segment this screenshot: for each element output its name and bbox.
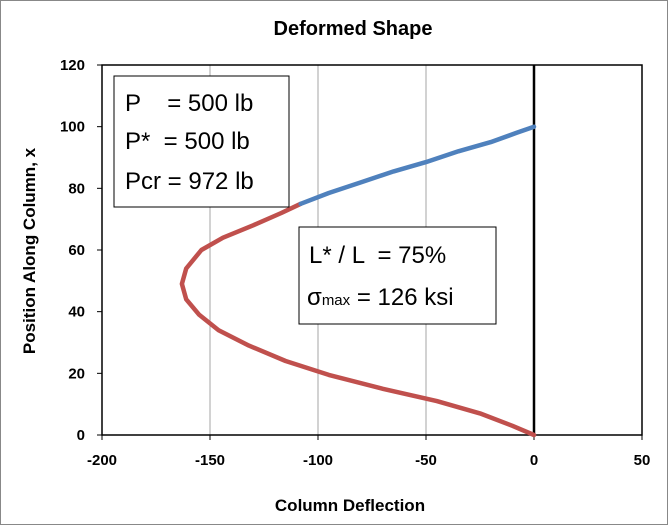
loads-annotation-box: P = 500 lb P* = 500 lb Pcr = 972 lb (113, 75, 290, 208)
x-tick-label: 0 (530, 452, 538, 469)
series-lines (179, 124, 537, 438)
y-tick-label: 100 (60, 119, 85, 136)
chart-title: Deformed Shape (274, 18, 433, 40)
max-stress-value: = 126 ksi (350, 284, 453, 311)
load-pstar-text: P* = 500 lb (125, 128, 250, 155)
sigma-subscript: max (322, 292, 351, 309)
load-p-text: P = 500 lb (125, 90, 253, 117)
x-tick-label: 50 (634, 452, 651, 469)
ratio-stress-annotation-box: L* / L = 75% σmax = 126 ksi (298, 226, 497, 325)
load-pcr-text: Pcr = 972 lb (125, 168, 254, 195)
deflection-series-blue (298, 124, 537, 207)
loads-box-frame (113, 75, 290, 208)
x-tick-label: -50 (415, 452, 437, 469)
y-tick-label: 0 (77, 427, 85, 444)
length-ratio-text: L* / L = 75% (309, 242, 446, 269)
x-tick-label: -200 (87, 452, 117, 469)
x-tick-label: -100 (303, 452, 333, 469)
tick-marks (97, 64, 643, 440)
sigma-symbol: σ (307, 284, 322, 311)
ratio-box-frame (298, 226, 497, 325)
y-tick-labels: 0 20 40 60 80 100 120 (60, 57, 85, 444)
y-tick-label: 80 (68, 180, 85, 197)
y-tick-label: 20 (68, 365, 85, 382)
y-tick-label: 120 (60, 57, 85, 74)
y-tick-label: 60 (68, 242, 85, 259)
max-stress-text: σmax = 126 ksi (307, 284, 454, 311)
x-axis-title: Column Deflection (275, 496, 425, 515)
x-tick-label: -150 (195, 452, 225, 469)
deflection-series-red (179, 201, 537, 438)
y-tick-label: 40 (68, 304, 85, 321)
x-tick-labels: -200 -150 -100 -50 0 50 (87, 452, 650, 469)
y-axis-title: Position Along Column, x (20, 147, 39, 354)
